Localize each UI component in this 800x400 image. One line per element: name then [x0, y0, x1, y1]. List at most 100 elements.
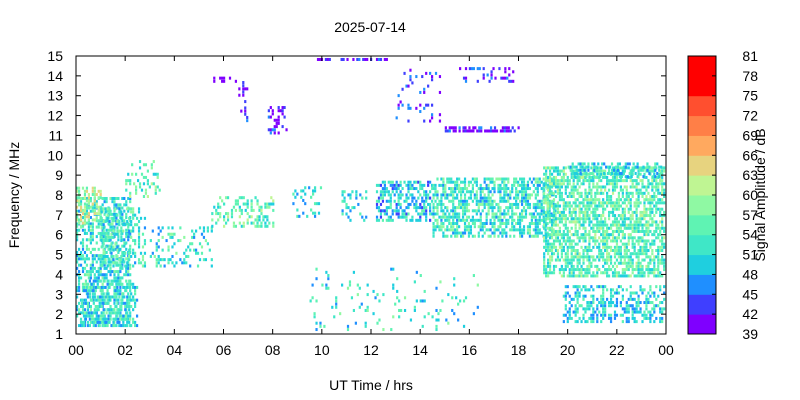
data-point [236, 202, 239, 206]
data-point [467, 215, 471, 219]
data-point [615, 220, 619, 224]
data-point [452, 202, 455, 206]
data-point [615, 271, 619, 275]
data-point [469, 231, 473, 235]
data-point [627, 249, 630, 253]
data-point [348, 280, 352, 284]
data-point [79, 224, 83, 228]
data-point [446, 129, 449, 133]
data-point [596, 188, 599, 192]
data-point [635, 252, 638, 256]
data-point [651, 220, 654, 224]
data-point [100, 305, 103, 309]
data-point [576, 264, 579, 268]
data-point [432, 209, 435, 213]
data-point [141, 232, 145, 236]
data-point [647, 310, 650, 314]
data-point [128, 258, 131, 262]
data-point [568, 258, 571, 262]
data-point [621, 242, 624, 246]
data-point [401, 87, 404, 91]
data-point [582, 294, 585, 298]
data-point [570, 188, 573, 192]
data-point [112, 245, 115, 249]
data-point [518, 190, 522, 194]
data-point [534, 228, 537, 232]
data-point [598, 185, 601, 189]
data-point [633, 310, 636, 314]
data-point [655, 185, 658, 189]
data-point [427, 312, 430, 316]
data-point [598, 169, 601, 173]
data-point [552, 264, 556, 268]
data-point [121, 206, 124, 210]
data-point [119, 203, 122, 207]
data-point [629, 294, 632, 298]
data-point [659, 182, 662, 186]
data-point [264, 215, 267, 219]
data-point [413, 196, 416, 200]
data-point [381, 199, 385, 203]
data-point [476, 79, 479, 83]
data-point [606, 258, 609, 262]
data-point [609, 233, 613, 237]
data-point [83, 218, 87, 222]
data-point [659, 274, 662, 278]
data-point [554, 236, 558, 240]
data-point [550, 179, 554, 183]
data-point [81, 266, 85, 270]
data-point [375, 183, 379, 187]
data-point [586, 249, 589, 253]
data-point [655, 207, 658, 211]
data-point [609, 313, 613, 317]
data-point [92, 289, 95, 293]
data-point [530, 193, 533, 197]
data-point [115, 276, 118, 280]
data-point [649, 198, 652, 202]
data-point [515, 177, 518, 181]
data-point [600, 285, 603, 289]
data-point [663, 258, 666, 262]
data-point [202, 226, 206, 230]
data-point [540, 187, 543, 191]
data-point [556, 191, 560, 195]
data-point [505, 183, 508, 187]
data-point [137, 261, 141, 265]
data-point [645, 220, 648, 224]
data-point [128, 285, 131, 289]
data-point [432, 228, 435, 232]
data-point [651, 239, 654, 243]
data-point [528, 222, 532, 226]
data-point [499, 177, 502, 181]
data-point [91, 231, 94, 235]
data-point [399, 180, 402, 184]
data-point [127, 292, 130, 296]
data-point [114, 261, 117, 265]
data-point [627, 236, 630, 240]
data-point [95, 235, 98, 239]
data-point [122, 320, 125, 324]
data-point [96, 295, 99, 299]
data-point [540, 202, 543, 206]
data-point [556, 188, 560, 192]
data-point [465, 199, 469, 203]
data-point [465, 202, 469, 206]
data-point [661, 249, 664, 253]
data-point [518, 225, 522, 229]
data-point [649, 223, 652, 227]
data-point [573, 171, 576, 175]
data-point [586, 264, 589, 268]
data-point [341, 190, 344, 194]
data-point [651, 188, 654, 192]
data-point [599, 175, 602, 179]
data-point [663, 210, 666, 214]
data-point [107, 270, 110, 274]
data-point [546, 183, 549, 187]
data-point [349, 218, 352, 222]
data-point [294, 195, 297, 199]
data-point [89, 231, 92, 235]
data-point [661, 191, 664, 195]
y-tick-label: 10 [47, 147, 63, 163]
data-point [114, 242, 117, 246]
